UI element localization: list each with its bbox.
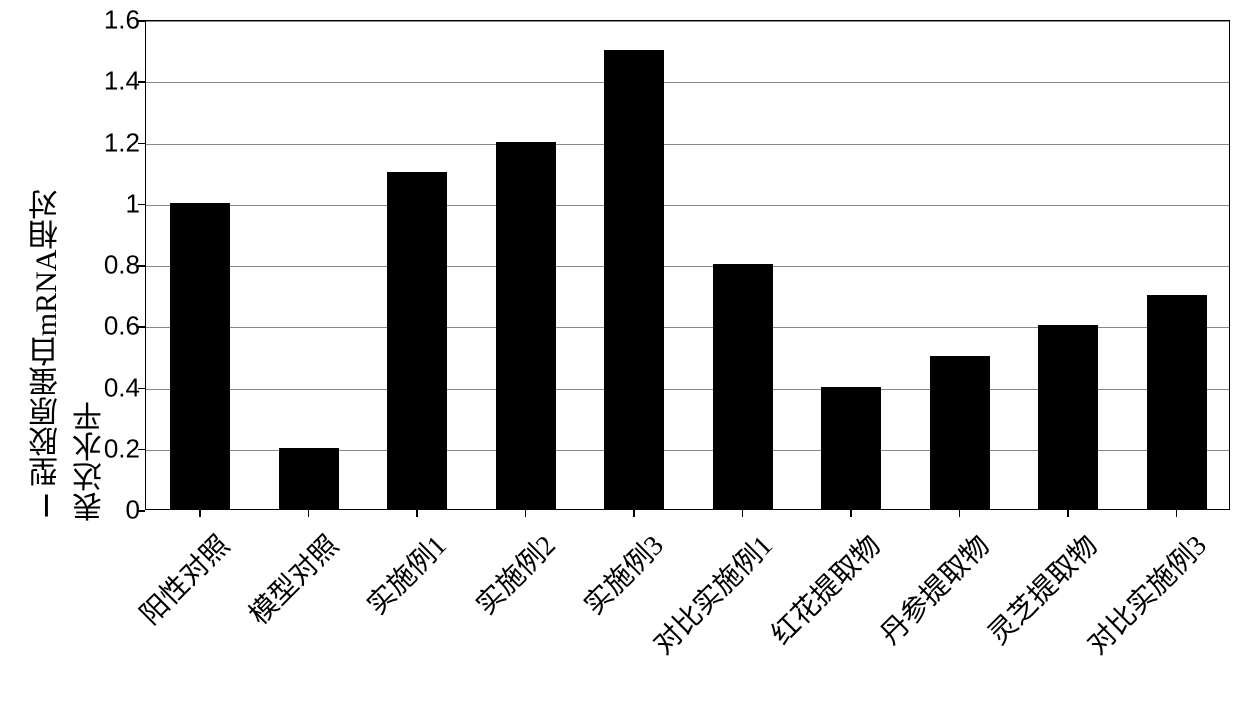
y-tick-mark — [138, 265, 145, 267]
y-tick-mark — [138, 388, 145, 390]
bar — [170, 203, 230, 509]
x-label: 丹参提取物 — [870, 525, 997, 652]
y-tick-label: 1.4 — [104, 66, 140, 97]
bar — [279, 448, 339, 509]
x-tick-mark — [1067, 510, 1069, 517]
x-label: 红花提取物 — [761, 525, 888, 652]
y-tick-label: 0.6 — [104, 311, 140, 342]
y-tick-labels: 00.20.40.60.811.21.41.6 — [95, 20, 140, 510]
y-tick-mark — [138, 449, 145, 451]
bar — [496, 142, 556, 510]
y-tick-label: 0.2 — [104, 433, 140, 464]
y-tick-mark — [138, 326, 145, 328]
x-label: 模型对照 — [239, 525, 346, 632]
x-tick-mark — [416, 510, 418, 517]
x-tick-mark — [308, 510, 310, 517]
x-labels: 阳性对照模型对照实施例1实施例2实施例3对比实施例1红花提取物丹参提取物灵芝提取… — [145, 525, 1230, 685]
x-tick-mark — [742, 510, 744, 517]
x-label: 实施例1 — [357, 525, 455, 623]
x-tick-mark — [199, 510, 201, 517]
y-tick-mark — [138, 81, 145, 83]
x-label: 实施例3 — [574, 525, 672, 623]
x-tick-mark — [850, 510, 852, 517]
plot-area — [145, 20, 1230, 510]
y-tick-mark — [138, 510, 145, 512]
chart-container: Ⅰ型胶原蛋白mRNA相对表达水平 00.20.40.60.811.21.41.6… — [10, 10, 1239, 691]
x-tick-mark — [1176, 510, 1178, 517]
y-tick-label: 1.6 — [104, 5, 140, 36]
bar — [1038, 325, 1098, 509]
bar — [930, 356, 990, 509]
bar — [821, 387, 881, 510]
bar — [1147, 295, 1207, 509]
y-tick-label: 0.8 — [104, 250, 140, 281]
x-tick-mark — [959, 510, 961, 517]
y-tick-mark — [138, 143, 145, 145]
x-label: 实施例2 — [465, 525, 563, 623]
x-tick-mark — [525, 510, 527, 517]
y-tick-mark — [138, 204, 145, 206]
bar — [387, 172, 447, 509]
bar — [713, 264, 773, 509]
y-tick-mark — [138, 20, 145, 22]
bars-container — [146, 21, 1229, 509]
bar — [604, 50, 664, 509]
x-label: 阳性对照 — [130, 525, 237, 632]
y-tick-label: 0.4 — [104, 372, 140, 403]
y-tick-label: 1.2 — [104, 127, 140, 158]
x-tick-mark — [633, 510, 635, 517]
